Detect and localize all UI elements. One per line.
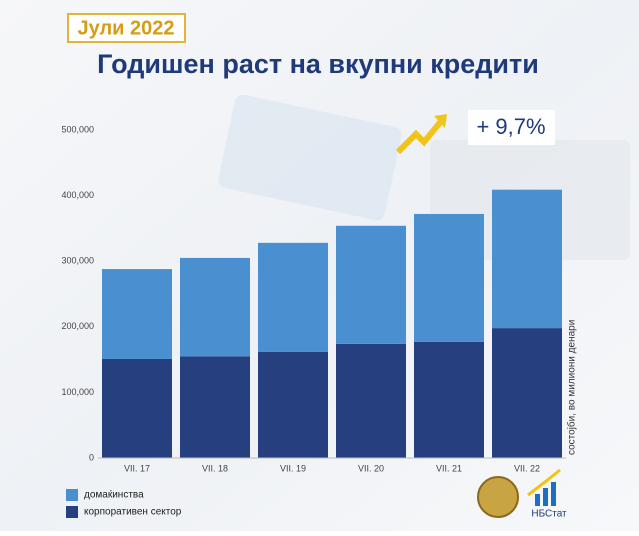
arrow-head: [434, 114, 447, 128]
bar-segment: [336, 343, 406, 458]
y-tick-label: 100,000: [61, 387, 94, 397]
bar-segment: [414, 341, 484, 458]
legend-label: корпоративен сектор: [84, 507, 182, 518]
x-tick-label: VII. 18: [202, 463, 228, 473]
x-tick-label: VII. 19: [280, 463, 306, 473]
bar-segment: [102, 358, 172, 458]
bar-segment: [414, 213, 484, 342]
x-tick-label: VII. 20: [358, 463, 384, 473]
bar-segment: [180, 257, 250, 357]
bar-segment: [102, 269, 172, 359]
bar-segment: [258, 351, 328, 458]
arrow: [395, 118, 445, 155]
badge: Јули 2022: [77, 17, 174, 39]
bar-segment: [336, 225, 406, 344]
card-shape: [218, 94, 402, 221]
logo-text: НБСтат: [531, 509, 567, 520]
y-tick-label: 300,000: [61, 256, 94, 266]
chart-title: Годишен раст на вкупни кредити: [97, 49, 539, 79]
coin-logo: [477, 476, 519, 518]
badge-box: [67, 13, 186, 43]
logo-bar: [551, 482, 556, 506]
logo-bar: [543, 488, 548, 506]
logo-line: [527, 468, 561, 497]
legend-swatch: [66, 489, 78, 501]
y-tick-label: 500,000: [61, 124, 94, 134]
y-tick-label: 0: [89, 452, 94, 462]
y-tick-label: 200,000: [61, 321, 94, 331]
bar-segment: [258, 242, 328, 352]
annotation: + 9,7%: [476, 114, 545, 139]
y-axis-label: состојби, во милиони денари: [566, 320, 578, 455]
x-tick-label: VII. 17: [124, 463, 150, 473]
bar-segment: [180, 356, 250, 458]
x-tick-label: VII. 22: [514, 463, 540, 473]
bar-segment: [492, 328, 562, 458]
y-tick-label: 400,000: [61, 190, 94, 200]
legend-swatch: [66, 506, 78, 518]
legend-label: домаќинства: [84, 490, 144, 501]
annotation-box: [468, 110, 555, 145]
logo-bar: [535, 494, 540, 506]
bar-segment: [492, 189, 562, 329]
x-tick-label: VII. 21: [436, 463, 462, 473]
